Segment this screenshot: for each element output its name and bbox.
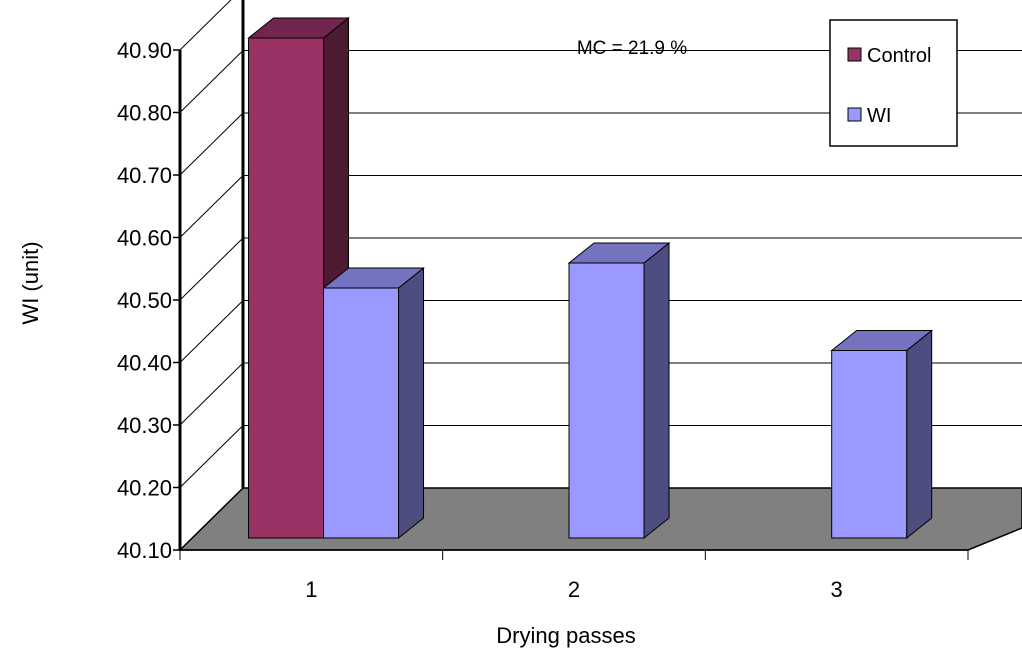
legend-label-wi: WI — [867, 105, 891, 127]
bar-wi-cat3 — [831, 350, 908, 539]
x-axis-title: Drying passes — [496, 623, 635, 648]
legend-label-control: Control — [867, 45, 931, 67]
gridline-side — [179, 237, 244, 301]
x-tick-label: 2 — [568, 577, 580, 602]
legend-swatch-control — [847, 47, 862, 62]
x-tick-labels: 1 2 3 — [305, 577, 843, 602]
y-tick-label: 40.70 — [117, 163, 172, 188]
bar-wi-cat2-side — [643, 241, 670, 540]
annotation-mc: MC = 21.9 % — [577, 38, 687, 59]
gridline-side — [179, 300, 244, 363]
y-tick-labels: 40.10 40.20 40.30 40.40 40.50 40.60 40.70 40.80… — [117, 38, 172, 563]
x-tick-label: 1 — [305, 577, 317, 602]
y-tick-label: 40.30 — [117, 413, 172, 438]
legend-box — [829, 19, 958, 147]
axes — [173, 49, 969, 560]
gridline-side — [179, 175, 244, 238]
x-tick-label: 3 — [831, 577, 843, 602]
bars — [247, 16, 934, 540]
side-wall — [180, 0, 243, 550]
gridline-side — [179, 362, 244, 426]
gridline-side — [179, 425, 244, 488]
y-tick-label: 40.20 — [117, 476, 172, 501]
y-tick-label: 40.60 — [117, 226, 172, 251]
gridline-side — [179, 50, 244, 113]
bar-wi-cat2 — [568, 262, 645, 539]
y-tick-label: 40.80 — [117, 101, 172, 126]
bar-control-cat1 — [248, 37, 325, 539]
bar-wi-cat1-side — [398, 266, 425, 540]
y-axis-title: WI (unit) — [18, 241, 43, 324]
y-tick-label: 40.10 — [117, 538, 172, 563]
bar-wi-cat1 — [323, 287, 400, 539]
legend-swatch-wi — [847, 107, 862, 122]
y-tick-label: 40.40 — [117, 351, 172, 376]
gridline-side — [179, 112, 244, 176]
bar-wi-cat3-side — [906, 329, 933, 540]
y-tick-label: 40.90 — [117, 38, 172, 63]
y-tick-label: 40.50 — [117, 288, 172, 313]
legend: Control WI — [829, 19, 958, 147]
gridline-side — [179, 0, 232, 51]
